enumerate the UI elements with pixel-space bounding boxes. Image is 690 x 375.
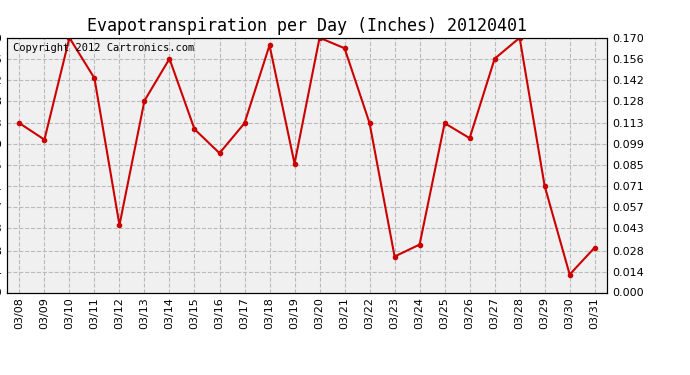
Title: Evapotranspiration per Day (Inches) 20120401: Evapotranspiration per Day (Inches) 2012… <box>87 16 527 34</box>
Text: Copyright 2012 Cartronics.com: Copyright 2012 Cartronics.com <box>13 43 194 52</box>
